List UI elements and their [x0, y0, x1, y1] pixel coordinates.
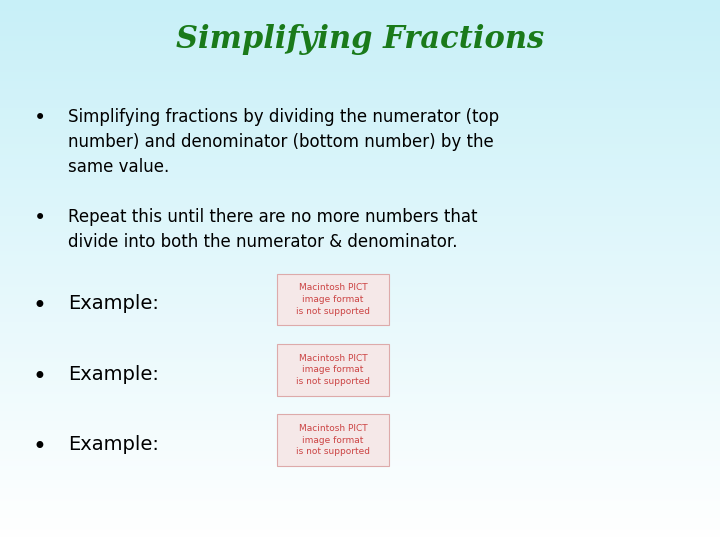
Text: Example:: Example: — [68, 364, 159, 383]
Text: Repeat this until there are no more numbers that
divide into both the numerator : Repeat this until there are no more numb… — [68, 208, 478, 251]
Text: Example:: Example: — [68, 294, 159, 313]
Text: •: • — [33, 208, 46, 228]
Text: Macintosh PICT
image format
is not supported: Macintosh PICT image format is not suppo… — [296, 354, 370, 386]
Text: Example:: Example: — [68, 435, 159, 454]
Text: Simplifying fractions by dividing the numerator (top
number) and denominator (bo: Simplifying fractions by dividing the nu… — [68, 108, 500, 176]
Text: •: • — [32, 364, 47, 388]
FancyBboxPatch shape — [277, 415, 389, 465]
Text: Macintosh PICT
image format
is not supported: Macintosh PICT image format is not suppo… — [296, 424, 370, 456]
Text: •: • — [32, 294, 47, 318]
FancyBboxPatch shape — [277, 274, 389, 325]
Text: Simplifying Fractions: Simplifying Fractions — [176, 24, 544, 55]
Text: •: • — [32, 435, 47, 458]
Text: •: • — [33, 108, 46, 128]
FancyBboxPatch shape — [277, 345, 389, 395]
Text: Macintosh PICT
image format
is not supported: Macintosh PICT image format is not suppo… — [296, 284, 370, 316]
